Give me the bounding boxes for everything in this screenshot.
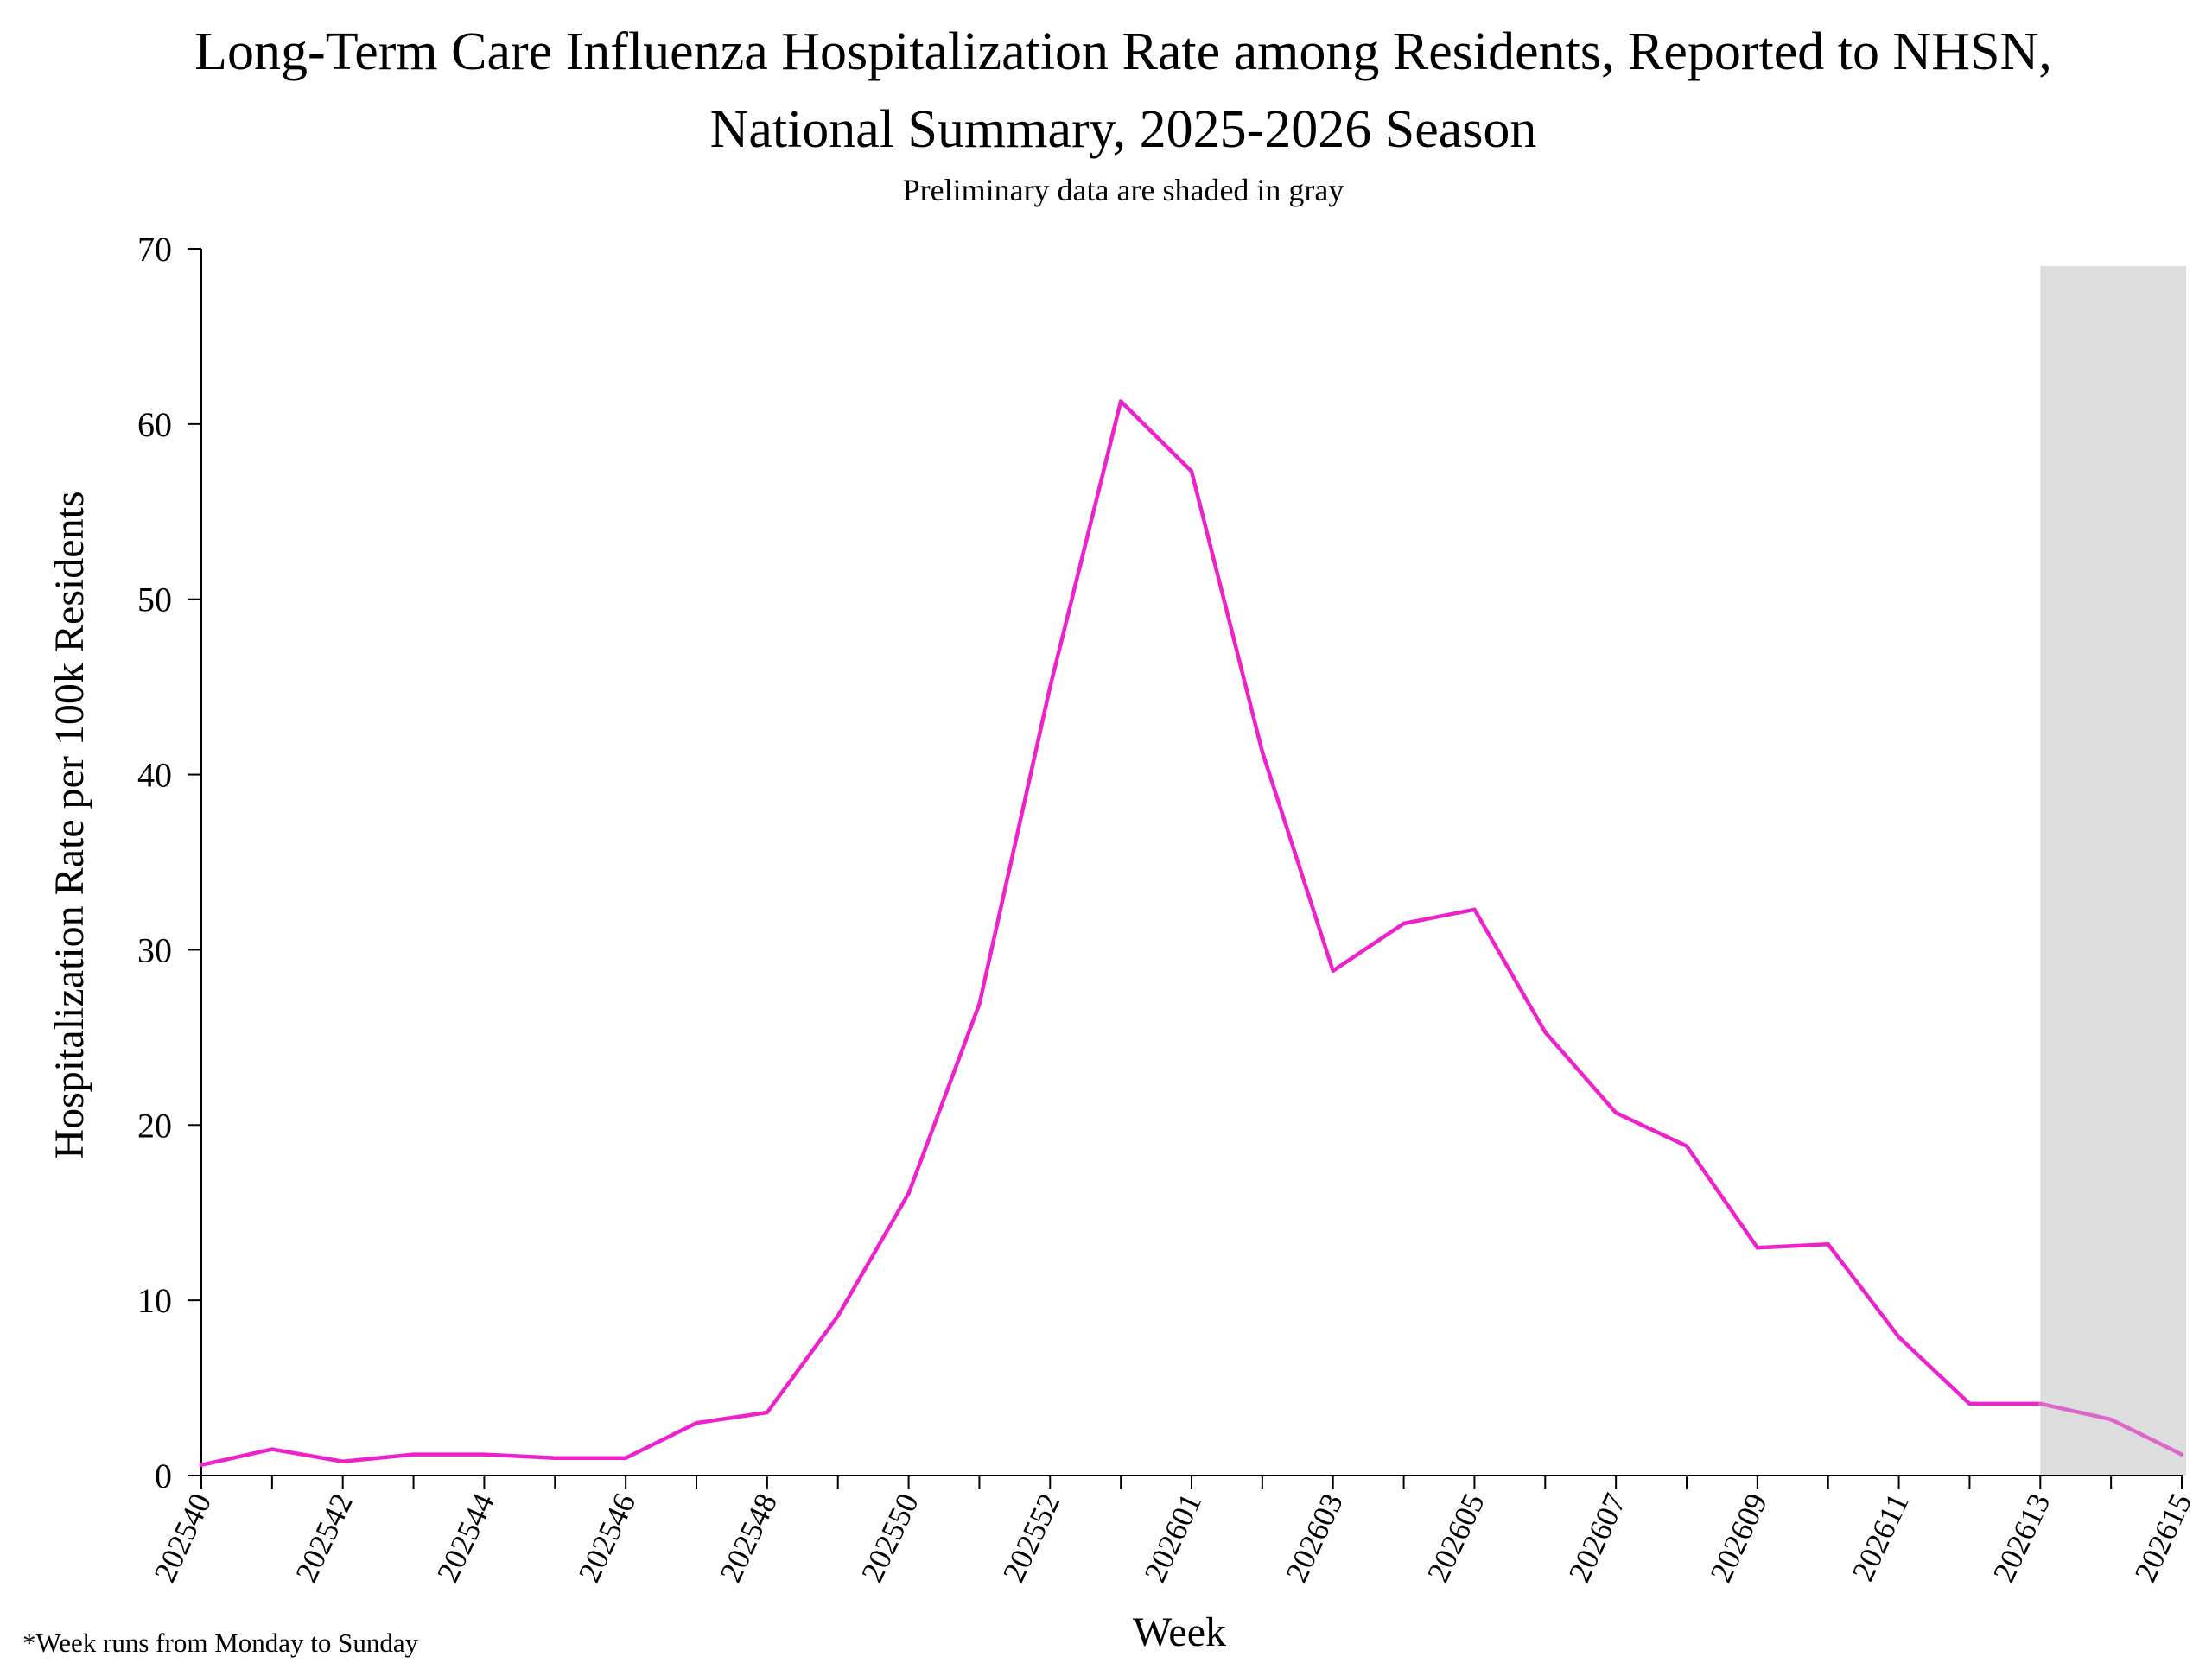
data-point — [1402, 921, 1406, 926]
chart-title-line-2: National Summary, 2025-2026 Season — [710, 100, 1537, 159]
x-tick-label: 202552 — [996, 1488, 1067, 1587]
x-tick-label: 202615 — [2127, 1488, 2198, 1587]
x-tick-label: 202603 — [1279, 1488, 1350, 1587]
data-point — [340, 1459, 345, 1463]
data-point — [1684, 1144, 1689, 1148]
data-point — [2038, 1401, 2043, 1406]
y-tick-label: 20 — [137, 1106, 172, 1145]
y-tick-label: 40 — [137, 756, 172, 795]
x-tick-label: 202605 — [1421, 1488, 1491, 1587]
preliminary-shade — [2040, 266, 2186, 1476]
y-tick-label: 60 — [137, 405, 172, 444]
x-tick-label: 202609 — [1703, 1488, 1774, 1587]
data-point — [694, 1420, 699, 1425]
data-point — [1613, 1110, 1618, 1115]
x-tick-label: 202542 — [289, 1488, 359, 1587]
data-point — [1472, 907, 1477, 911]
chart-subtitle: Preliminary data are shaded in gray — [903, 173, 1344, 207]
x-tick-label: 202611 — [1845, 1488, 1915, 1586]
x-tick-label: 202613 — [1986, 1488, 2057, 1587]
data-point — [1897, 1335, 1901, 1339]
x-tick-label: 202550 — [855, 1488, 925, 1587]
data-point — [906, 1191, 911, 1196]
data-point — [553, 1456, 557, 1460]
data-point — [836, 1314, 840, 1318]
y-tick-label: 70 — [137, 230, 172, 269]
y-tick-label: 50 — [137, 581, 172, 619]
data-point — [1048, 684, 1052, 689]
data-point — [1189, 469, 1194, 473]
data-point — [1543, 1030, 1548, 1034]
data-point — [2179, 1452, 2184, 1457]
data-point — [1826, 1242, 1830, 1247]
y-tick-label: 0 — [155, 1457, 172, 1495]
footnote: *Week runs from Monday to Sunday — [22, 1628, 419, 1658]
x-tick-label: 202548 — [713, 1488, 784, 1587]
data-point — [199, 1463, 204, 1468]
data-point — [411, 1452, 416, 1457]
data-point — [270, 1447, 275, 1451]
data-point — [1260, 750, 1265, 754]
data-point — [1967, 1401, 1972, 1406]
y-axis-label: Hospitalization Rate per 100k Residents — [47, 491, 92, 1158]
x-tick-label: 202546 — [571, 1488, 642, 1587]
y-tick-label: 10 — [137, 1281, 172, 1320]
x-tick-label: 202607 — [1561, 1488, 1632, 1587]
data-point — [623, 1456, 628, 1460]
chart-title-line-1: Long-Term Care Influenza Hospitalization… — [194, 22, 2052, 81]
data-point — [1118, 399, 1123, 403]
x-tick-label: 202540 — [147, 1488, 218, 1587]
x-axis-label: Week — [1133, 1609, 1226, 1655]
data-point — [1331, 968, 1335, 973]
data-point — [2108, 1417, 2113, 1422]
x-tick-label: 202544 — [430, 1488, 501, 1587]
x-tick-label: 202601 — [1137, 1488, 1208, 1587]
data-point — [977, 1002, 982, 1006]
series-line — [200, 399, 2041, 1468]
data-point — [765, 1410, 770, 1415]
plot-area: 0 10 20 30 40 50 60 70 202540 202542 202544 202546 2… — [137, 230, 2198, 1587]
data-point — [482, 1452, 486, 1457]
data-point — [1755, 1246, 1760, 1250]
y-tick-label: 30 — [137, 930, 172, 969]
